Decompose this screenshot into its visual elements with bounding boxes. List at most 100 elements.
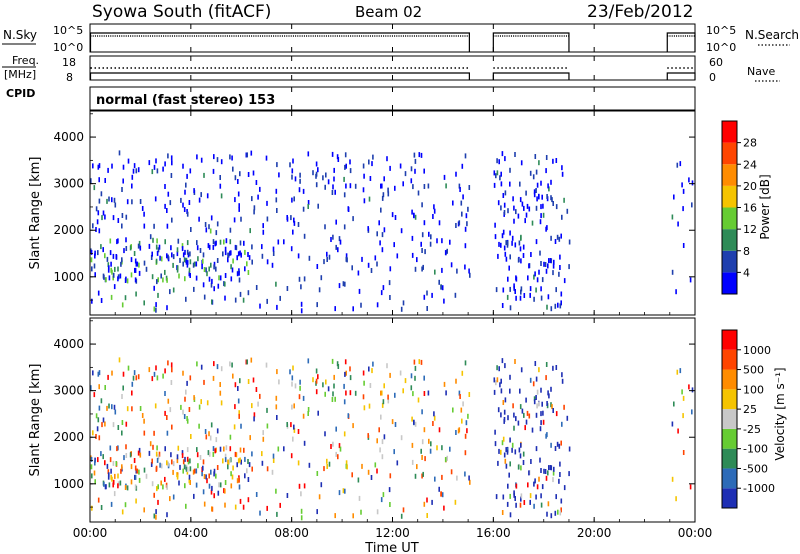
range-gate-cell [96,219,99,225]
range-gate-cell [496,170,499,176]
range-gate-cell [681,389,683,395]
range-gate-cell [378,220,380,226]
range-gate-cell [349,390,352,396]
x-tick-label: 00:00 [678,526,713,540]
range-gate-cell [134,258,137,264]
range-gate-cell [563,197,565,203]
range-gate-cell [525,419,528,425]
range-gate-cell [352,216,354,222]
range-gate-cell [220,193,223,199]
range-gate-cell [344,488,346,494]
range-gate-cell [434,269,436,275]
range-gate-cell [215,230,218,236]
range-gate-cell [188,474,191,480]
range-gate-cell [224,488,226,494]
range-gate-cell [246,359,248,365]
range-gate-cell [539,426,542,432]
range-gate-cell [213,361,215,367]
range-gate-cell [555,287,557,293]
range-gate-cell [560,291,563,297]
range-gate-cell [509,461,511,467]
range-gate-cell [231,474,234,480]
range-gate-cell [156,445,158,451]
range-gate-cell [121,302,124,308]
range-gate-cell [208,266,210,272]
colorbar-tick-label: 500 [743,364,764,377]
range-gate-cell [540,468,542,473]
range-gate-cell [374,462,377,468]
range-gate-cell [522,460,525,465]
range-gate-cell [135,498,137,504]
range-gate-cell [247,290,250,296]
range-gate-cell [372,154,374,160]
range-gate-cell [98,177,100,183]
range-gate-cell [525,190,527,196]
range-gate-cell [517,464,520,470]
range-gate-cell [100,191,103,197]
range-gate-cell [124,485,127,490]
range-gate-cell [137,167,140,173]
range-gate-cell [166,253,168,259]
range-gate-cell [420,448,422,454]
range-gate-cell [509,512,512,518]
range-gate-cell [464,471,466,477]
range-gate-cell [546,194,548,199]
range-gate-cell [240,252,242,258]
range-gate-cell [410,178,413,184]
range-gate-cell [139,245,142,251]
range-gate-cell [181,450,184,456]
range-gate-cell [358,288,361,294]
range-gate-cell [498,448,500,454]
range-gate-cell [289,162,291,168]
range-gate-cell [299,379,301,385]
range-gate-cell [90,249,93,255]
range-gate-cell [91,505,93,511]
range-gate-cell [387,191,390,197]
range-gate-cell [249,435,251,441]
range-gate-cell [535,376,538,382]
range-gate-cell [164,368,166,374]
range-gate-cell [250,357,253,363]
range-gate-cell [115,461,118,466]
range-gate-cell [155,258,158,264]
range-gate-cell [689,484,692,490]
range-gate-cell [118,357,121,363]
range-gate-cell [411,416,413,422]
y-tick-label: 3000 [53,384,84,398]
range-gate-cell [327,179,330,185]
range-gate-cell [507,276,509,282]
range-gate-cell [97,290,100,296]
range-gate-cell [291,381,293,387]
range-gate-cell [493,389,496,395]
range-gate-cell [389,502,391,507]
range-gate-cell [376,468,378,474]
range-gate-cell [279,295,281,301]
range-gate-cell [331,151,334,157]
range-gate-cell [507,208,509,214]
range-gate-cell [335,244,337,250]
range-gate-cell [333,167,335,173]
velocity-scatter [90,357,694,521]
range-gate-cell [673,194,675,200]
range-gate-cell [508,472,510,478]
range-gate-cell [411,209,413,215]
range-gate-cell [501,151,504,157]
colorbar-segment [722,272,737,294]
range-gate-cell [352,306,354,312]
range-gate-cell [155,307,157,313]
range-gate-cell [426,306,428,311]
range-gate-cell [132,375,135,381]
range-gate-cell [127,158,130,164]
range-gate-cell [184,189,186,195]
range-gate-cell [533,481,535,487]
range-gate-cell [433,208,436,214]
range-gate-cell [271,262,274,268]
range-gate-cell [538,269,540,275]
range-gate-cell [691,180,694,186]
range-gate-cell [452,407,454,413]
range-gate-cell [394,215,397,220]
range-gate-cell [186,249,189,255]
y-tick-label: 4000 [53,337,84,351]
range-gate-cell [117,445,119,451]
